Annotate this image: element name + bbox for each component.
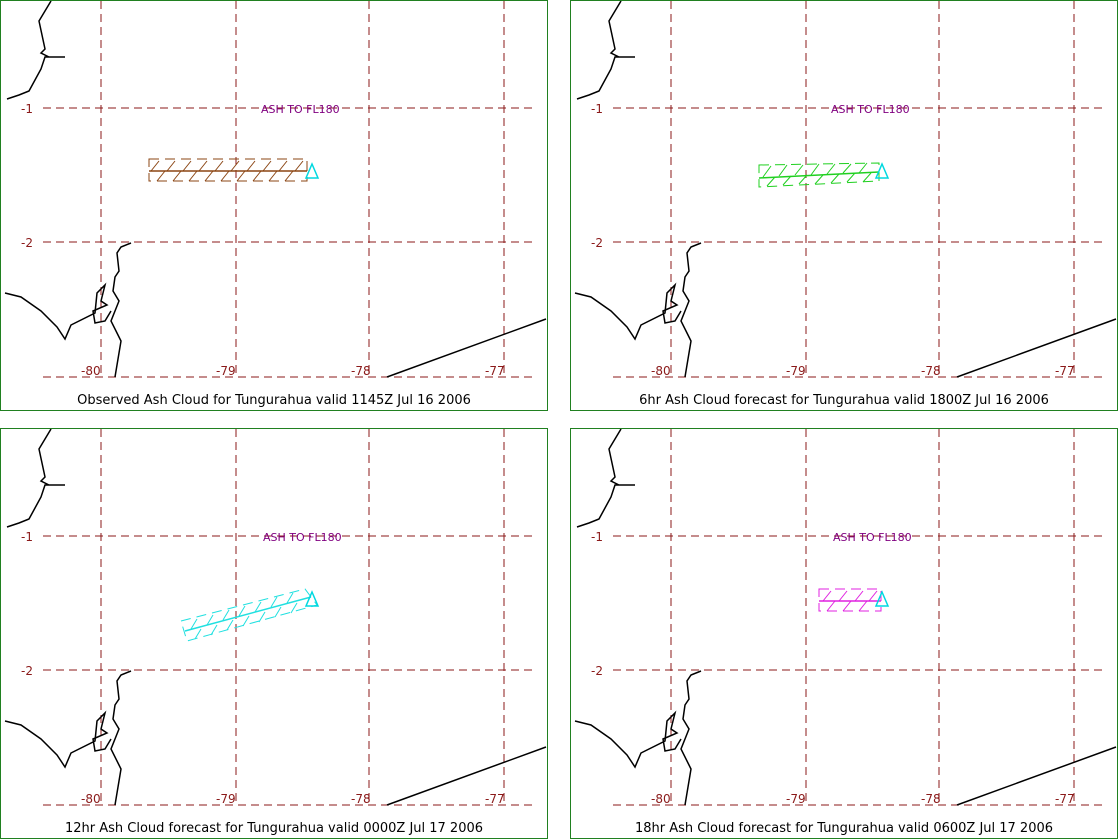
lat-label: -2 (21, 664, 33, 678)
graticule (613, 1, 1103, 378)
coastline (574, 429, 1117, 806)
panel-6hr: -1 -2 -80 -79 -78 -77 ASH TO FL180 6hr A… (570, 0, 1118, 411)
panel-title: 18hr Ash Cloud forecast for Tungurahua v… (634, 821, 1054, 836)
coastline (4, 429, 547, 806)
panel-title: 12hr Ash Cloud forecast for Tungurahua v… (64, 821, 484, 836)
panel-title: Observed Ash Cloud for Tungurahua valid … (77, 393, 471, 408)
lat-label: -1 (21, 530, 33, 544)
lon-label: -78 (351, 364, 371, 378)
lon-label: -79 (786, 364, 806, 378)
coastline (574, 1, 1117, 378)
lon-label: -80 (651, 792, 671, 806)
panel-title: 6hr Ash Cloud forecast for Tungurahua va… (639, 393, 1049, 408)
lon-label: -79 (216, 364, 236, 378)
lat-label: -1 (21, 102, 33, 116)
lat-label: -2 (591, 664, 603, 678)
ash-cloud (148, 158, 308, 182)
coastline (4, 1, 547, 378)
lon-label: -77 (1055, 364, 1075, 378)
lat-label: -2 (591, 236, 603, 250)
map-observed: -1 -2 -80 -79 -78 -77 ASH TO FL180 (4, 1, 547, 378)
volcano-icon (874, 590, 890, 607)
lon-label: -78 (351, 792, 371, 806)
ash-cloud (818, 588, 882, 612)
map-6hr: -1 -2 -80 -79 -78 -77 ASH TO FL180 (574, 1, 1117, 378)
graticule (43, 1, 533, 378)
lon-label: -77 (1055, 792, 1075, 806)
ash-label: ASH TO FL180 (263, 531, 342, 544)
lon-label: -79 (216, 792, 236, 806)
graticule (613, 429, 1103, 806)
lat-label: -1 (591, 102, 603, 116)
ash-cloud (180, 588, 318, 642)
lon-label: -80 (651, 364, 671, 378)
lon-label: -80 (81, 364, 101, 378)
map-18hr: -1 -2 -80 -79 -78 -77 ASH TO FL180 (574, 429, 1117, 806)
graticule (43, 429, 533, 806)
lon-label: -78 (921, 792, 941, 806)
volcano-icon (304, 162, 320, 179)
lat-label: -1 (591, 530, 603, 544)
ash-label: ASH TO FL180 (261, 103, 340, 116)
ash-cloud (758, 162, 880, 188)
lon-label: -77 (485, 792, 505, 806)
lon-label: -80 (81, 792, 101, 806)
panel-18hr: -1 -2 -80 -79 -78 -77 ASH TO FL180 18hr … (570, 428, 1118, 839)
lon-label: -79 (786, 792, 806, 806)
ash-label: ASH TO FL180 (831, 103, 910, 116)
panel-observed: -1 -2 -80 -79 -78 -77 ASH TO FL180 Obser… (0, 0, 548, 411)
lon-label: -77 (485, 364, 505, 378)
map-12hr: -1 -2 -80 -79 -78 -77 ASH TO FL180 (4, 429, 547, 806)
volcano-icon (874, 162, 890, 179)
volcano-icon (304, 590, 320, 607)
panel-12hr: -1 -2 -80 -79 -78 -77 ASH TO FL180 12hr … (0, 428, 548, 839)
lat-label: -2 (21, 236, 33, 250)
lon-label: -78 (921, 364, 941, 378)
ash-label: ASH TO FL180 (833, 531, 912, 544)
